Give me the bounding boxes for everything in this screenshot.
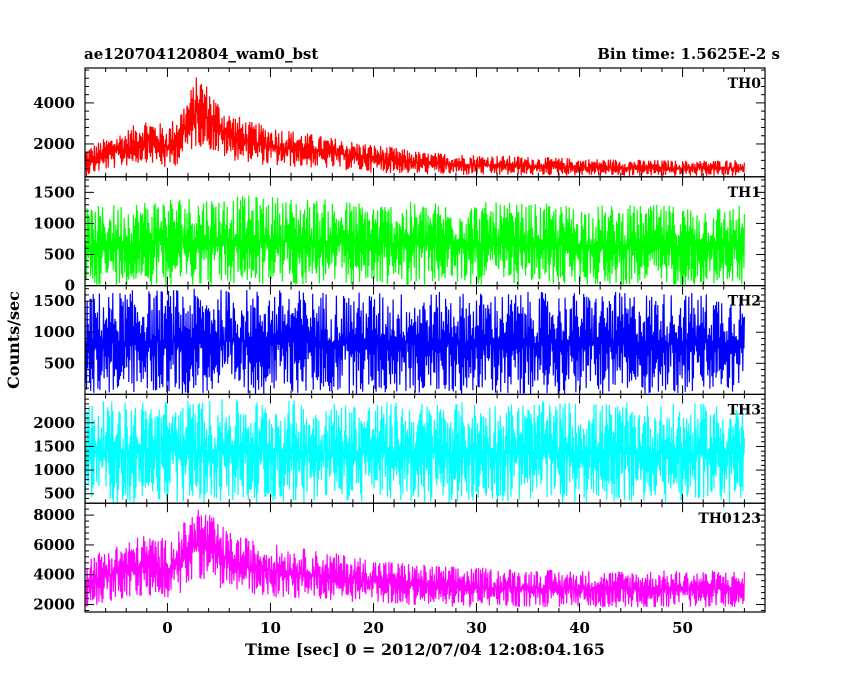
x-tick-label: 20 [363, 619, 384, 637]
x-axis-title: Time [sec] 0 = 2012/07/04 12:08:04.165 [245, 640, 605, 659]
series-label-th1: TH1 [728, 185, 761, 201]
x-tick-label: 40 [569, 619, 590, 637]
x-tick-label: 50 [672, 619, 693, 637]
series-line-th0123 [84, 509, 745, 608]
y-tick-label: 2000 [33, 414, 75, 432]
y-tick-label: 500 [44, 246, 75, 264]
chart-title: ae120704120804_wam0_bst [84, 45, 318, 63]
panel-th2: 500 1000 1500 TH2 [33, 285, 766, 396]
series-label-th0: TH0 [728, 76, 762, 92]
y-axis-title: Counts/sec [4, 291, 23, 389]
series-line-th1 [84, 195, 745, 286]
series-label-th2: TH2 [728, 294, 761, 310]
series-line-th0 [84, 77, 745, 177]
x-tick-label: 10 [260, 619, 281, 637]
y-tick-label: 1500 [33, 183, 75, 201]
y-tick-label: 8000 [33, 506, 75, 524]
panel-frame [84, 502, 766, 613]
y-tick-label: 1500 [33, 292, 75, 310]
y-tick-label: 0 [65, 277, 75, 295]
y-tick-label: 6000 [33, 536, 75, 554]
y-tick-label: 1000 [33, 323, 75, 341]
panel-th3: 500 1000 1500 2000 TH3 [33, 393, 766, 504]
x-tick-label: 30 [466, 619, 487, 637]
y-tick-label: 1000 [33, 461, 75, 479]
y-tick-label: 1500 [33, 437, 75, 455]
series-label-th3: TH3 [728, 402, 761, 418]
x-tick-label: 0 [162, 619, 172, 637]
y-tick-label: 1000 [33, 214, 75, 232]
y-tick-label: 2000 [33, 596, 75, 614]
panel-th0: 2000 4000 TH0 [33, 67, 766, 178]
chart-subtitle: Bin time: 1.5625E-2 s [597, 45, 780, 63]
y-tick-label: 4000 [33, 566, 75, 584]
series-line-th3 [84, 399, 745, 504]
y-tick-label: 500 [44, 354, 75, 372]
series-label-th0123: TH0123 [698, 511, 761, 527]
y-tick-label: 4000 [33, 94, 75, 112]
panel-th0123: 2000 4000 6000 8000 TH0123 [33, 502, 766, 614]
panel-th1: 0 500 1000 1500 TH1 [33, 176, 766, 295]
y-tick-label: 2000 [33, 135, 75, 153]
series-line-th2 [84, 288, 745, 395]
y-tick-label: 500 [44, 485, 75, 503]
